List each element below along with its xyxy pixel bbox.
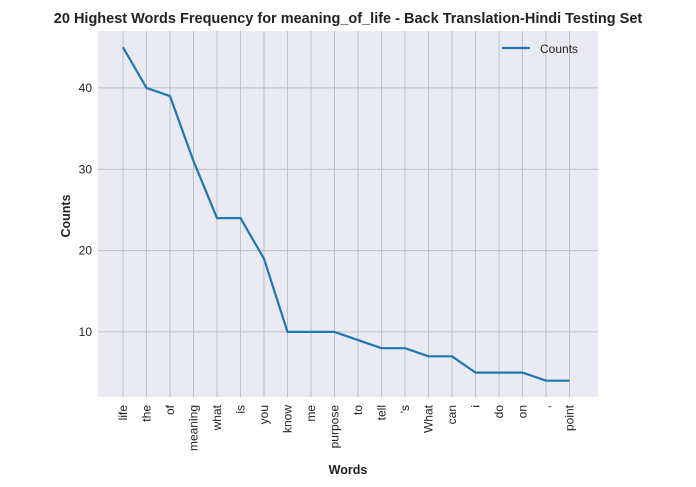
x-tick-label: on (516, 405, 530, 418)
x-tick-label: to (351, 405, 365, 415)
x-tick-label: meaning (187, 405, 201, 451)
x-tick-label: point (563, 404, 577, 431)
x-tick-label: life (116, 405, 130, 421)
x-ticks: life the of meaning what is you know me purpose to… (116, 404, 577, 451)
x-tick-label: the (140, 405, 154, 422)
x-axis-label: Words (329, 463, 368, 477)
series-line-counts (122, 46, 570, 382)
x-tick-label: purpose (328, 405, 342, 449)
grid (98, 31, 598, 397)
x-tick-label: tell (375, 405, 389, 420)
y-ticks: 10 20 30 40 (79, 81, 93, 339)
x-tick-label: of (163, 404, 177, 415)
x-tick-label: can (445, 405, 459, 424)
x-tick-label: i (469, 405, 483, 408)
x-tick-label: me (304, 405, 318, 422)
x-tick-label: is (234, 405, 248, 414)
x-tick-label: you (257, 405, 271, 424)
y-tick-label: 10 (79, 325, 93, 339)
chart-title: 20 Highest Words Frequency for meaning_o… (54, 11, 643, 27)
y-tick-label: 40 (79, 81, 93, 95)
x-tick-label: What (422, 404, 436, 433)
y-axis-label: Counts (59, 194, 73, 237)
x-tick-label: know (281, 405, 295, 433)
x-tick-label: what (210, 404, 224, 431)
legend: Counts (502, 42, 578, 56)
y-tick-label: 30 (79, 162, 93, 176)
x-tick-label: , (539, 405, 553, 408)
legend-label: Counts (540, 42, 578, 56)
y-tick-label: 20 (79, 244, 93, 258)
x-tick-label: do (492, 405, 506, 419)
x-tick-label: 's (398, 405, 412, 413)
